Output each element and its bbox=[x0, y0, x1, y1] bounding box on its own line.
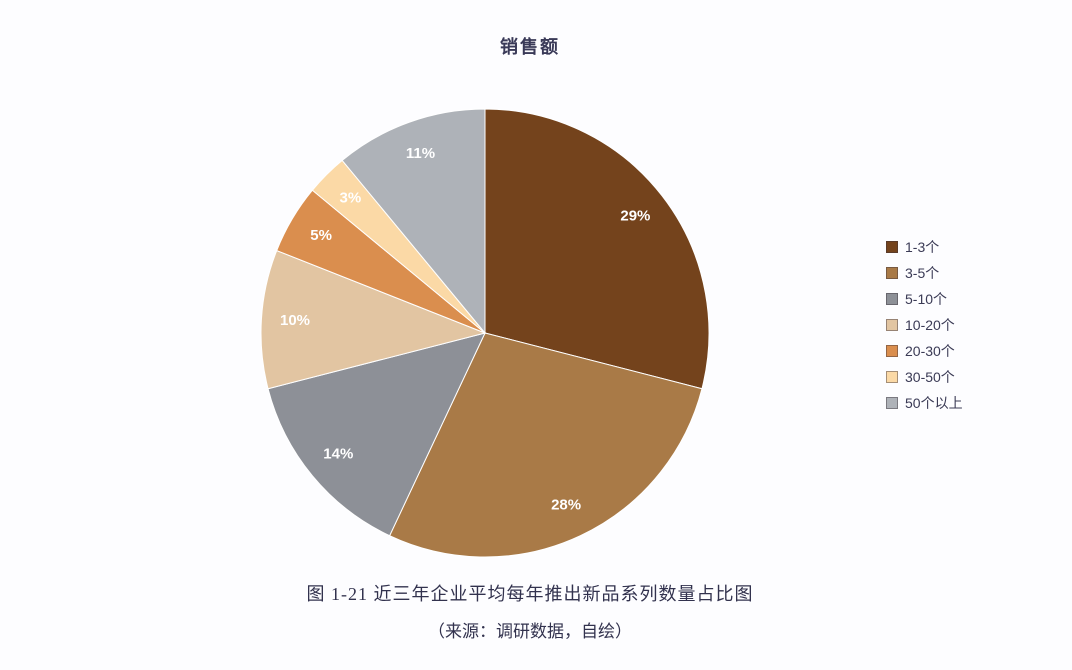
legend-label-2: 5-10个 bbox=[905, 291, 948, 307]
legend-item-2: 5-10个 bbox=[886, 286, 963, 312]
legend: 1-3个 3-5个 5-10个 10-20个 20-30个 30-50个 50个以上 bbox=[886, 234, 963, 416]
chart-title: 销售额 bbox=[500, 37, 560, 57]
pie-slice-1 bbox=[388, 332, 703, 558]
slice-label-6: 11% bbox=[406, 145, 435, 162]
figure-caption-line2: （来源：调研数据，自绘） bbox=[428, 622, 632, 641]
figure-caption-line1: 图 1-21 近三年企业平均每年推出新品系列数量占比图 bbox=[306, 584, 754, 604]
legend-label-1: 3-5个 bbox=[905, 265, 940, 281]
slice-label-3: 10% bbox=[280, 312, 310, 329]
slice-label-5: 3% bbox=[340, 189, 362, 206]
legend-item-3: 10-20个 bbox=[886, 312, 963, 338]
pie-slice-3 bbox=[260, 249, 487, 390]
legend-swatch-3 bbox=[886, 319, 898, 331]
legend-label-6: 50个以上 bbox=[905, 395, 963, 411]
pie-slice-0 bbox=[484, 108, 710, 390]
legend-item-5: 30-50个 bbox=[886, 364, 963, 390]
slice-label-4: 5% bbox=[310, 227, 332, 244]
legend-label-3: 10-20个 bbox=[905, 317, 955, 333]
slice-label-2: 14% bbox=[323, 445, 353, 462]
pie-slice-6 bbox=[341, 108, 486, 335]
pie-slice-2 bbox=[267, 332, 486, 537]
legend-label-5: 30-50个 bbox=[905, 369, 955, 385]
legend-item-6: 50个以上 bbox=[886, 390, 963, 416]
legend-swatch-2 bbox=[886, 293, 898, 305]
legend-item-1: 3-5个 bbox=[886, 260, 963, 286]
pie-labels-group: 29% 28% 14% 10% 5% 3% 11% bbox=[280, 145, 650, 513]
legend-swatch-0 bbox=[886, 241, 898, 253]
legend-item-4: 20-30个 bbox=[886, 338, 963, 364]
legend-swatch-4 bbox=[886, 345, 898, 357]
legend-swatch-6 bbox=[886, 397, 898, 409]
legend-label-0: 1-3个 bbox=[905, 239, 940, 255]
pie-slices-group bbox=[260, 108, 710, 558]
legend-label-4: 20-30个 bbox=[905, 343, 955, 359]
legend-swatch-1 bbox=[886, 267, 898, 279]
legend-swatch-5 bbox=[886, 371, 898, 383]
slice-label-0: 29% bbox=[620, 207, 650, 224]
slice-label-1: 28% bbox=[551, 496, 581, 513]
legend-item-0: 1-3个 bbox=[886, 234, 963, 260]
